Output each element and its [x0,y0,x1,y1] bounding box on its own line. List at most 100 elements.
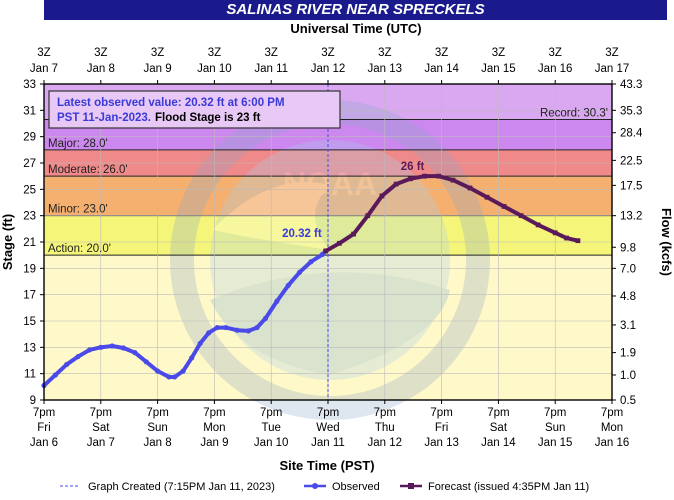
observed-point [245,328,252,334]
top-tick-date: Jan 12 [311,63,346,75]
chart-title: SALINAS RIVER NEAR SPRECKELS [44,0,667,20]
forecast-point [467,185,473,191]
bottom-tick-time: 7pm [260,407,282,419]
bottom-tick-day: Sun [147,422,167,434]
top-tick-label: 3Z [492,47,505,59]
observed-point [197,340,203,346]
observed-point [308,259,314,265]
right-tick-label: 13.2 [620,211,642,223]
observed-point [155,368,161,374]
top-tick-label: 3Z [435,47,448,59]
forecast-point [535,222,541,228]
observed-point [98,344,104,350]
bottom-tick-time: 7pm [487,407,509,419]
bottom-tick-time: 7pm [601,407,623,419]
observed-point [120,345,127,351]
observed-point [166,374,172,380]
forecast-point [351,231,356,237]
info-box-frame [48,90,341,129]
bottom-tick-day: Sat [92,422,110,434]
forecast-point [336,240,342,246]
observed-point [180,368,186,374]
right-tick-label: 28.4 [620,128,643,140]
forecast-point [436,173,442,179]
bottom-tick-day: Mon [203,422,225,434]
left-tick-label: 33 [23,79,36,91]
bottom-tick-date: Jan 15 [538,437,573,449]
top-tick-label: 3Z [321,47,334,59]
bottom-tick-date: Jan 8 [144,437,172,449]
legend-forecast-label: Forecast (issued 4:35PM Jan 11) [428,481,589,493]
bottom-tick-date: Jan 14 [481,437,516,449]
bottom-tick-time: 7pm [544,407,566,419]
left-tick-label: 23 [23,211,36,223]
top-tick-date: Jan 16 [538,63,573,75]
info-box-line1: Latest observed value: 20.32 ft at 6:00 … [57,97,285,109]
observed-point [75,353,81,360]
right-tick-label: 7.0 [620,263,636,275]
forecast-point [450,177,456,183]
bottom-tick-time: 7pm [146,407,168,419]
legend-forecast-marker [408,483,414,489]
chart-labels: Record: 30.3' Major: 28.0' Moderate: 26.0'… [48,108,608,256]
forecast-point [518,213,524,219]
bottom-tick-time: 7pm [203,407,225,419]
top-tick-label: 3Z [208,47,221,59]
right-tick-label: 43.3 [620,79,642,91]
right-tick-label: 1.0 [620,370,636,382]
left-tick-label: 29 [23,132,36,144]
info-box-flood-stage: Flood Stage is 23 ft [155,112,261,124]
forecast-point [484,194,490,200]
bottom-tick-day: Fri [37,422,50,434]
top-tick-date: Jan 8 [87,63,115,75]
forecast-point [379,193,385,199]
noaa-watermark: NOAA [170,100,490,420]
top-tick-date: Jan 15 [481,63,516,75]
top-axis-title: Universal Time (UTC) [290,21,421,36]
observed-point [172,374,178,380]
legend-observed-label: Observed [332,481,380,493]
top-tick-label: 3Z [94,47,107,59]
bottom-tick-date: Jan 11 [311,437,345,449]
observed-point [234,327,240,333]
forecast-point [407,176,413,182]
bottom-tick-day: Sun [545,422,565,434]
bottom-tick-time: 7pm [430,407,452,419]
top-tick-label: 3Z [264,47,277,59]
threshold-label-minor: Minor: 23.0' [48,204,108,216]
bottom-tick-date: Jan 13 [424,437,459,449]
observed-point [64,361,70,368]
bottom-tick-date: Jan 9 [200,437,228,449]
bottom-tick-day: Tue [262,422,281,434]
top-tick-date: Jan 14 [424,63,459,75]
top-tick-label: 3Z [605,47,618,59]
right-tick-label: 3.1 [620,320,636,332]
top-tick-date: Jan 10 [197,63,232,75]
observed-point [214,324,220,331]
left-tick-label: 31 [23,105,36,117]
observed-point [52,372,58,378]
bottom-tick-date: Jan 16 [595,437,630,449]
watermark-wave [210,272,450,375]
forecast-point [552,230,558,236]
observed-point [262,315,269,321]
left-tick-label: 11 [24,369,36,381]
chart-series [41,173,581,389]
threshold-label-action: Action: 20.0' [48,243,111,255]
forecast-point [501,204,507,209]
top-tick-label: 3Z [548,47,561,59]
chart-axes: 9 11 13 15 17 19 21 23 25 27 29 31 33 43.3 35.3 28.4 22.… [23,47,643,449]
left-tick-label: 19 [23,263,36,275]
top-tick-label: 3Z [151,47,164,59]
right-tick-label: 1.9 [620,348,636,360]
observed-point [143,359,149,365]
left-tick-label: 15 [23,316,36,328]
top-tick-label: 3Z [37,47,50,59]
left-tick-label: 17 [23,290,36,302]
left-tick-label: 27 [23,158,36,170]
bottom-tick-date: Jan 10 [254,437,289,449]
legend-created-label: Graph Created (7:15PM Jan 11, 2023) [88,481,275,493]
bottom-tick-time: 7pm [374,407,396,419]
